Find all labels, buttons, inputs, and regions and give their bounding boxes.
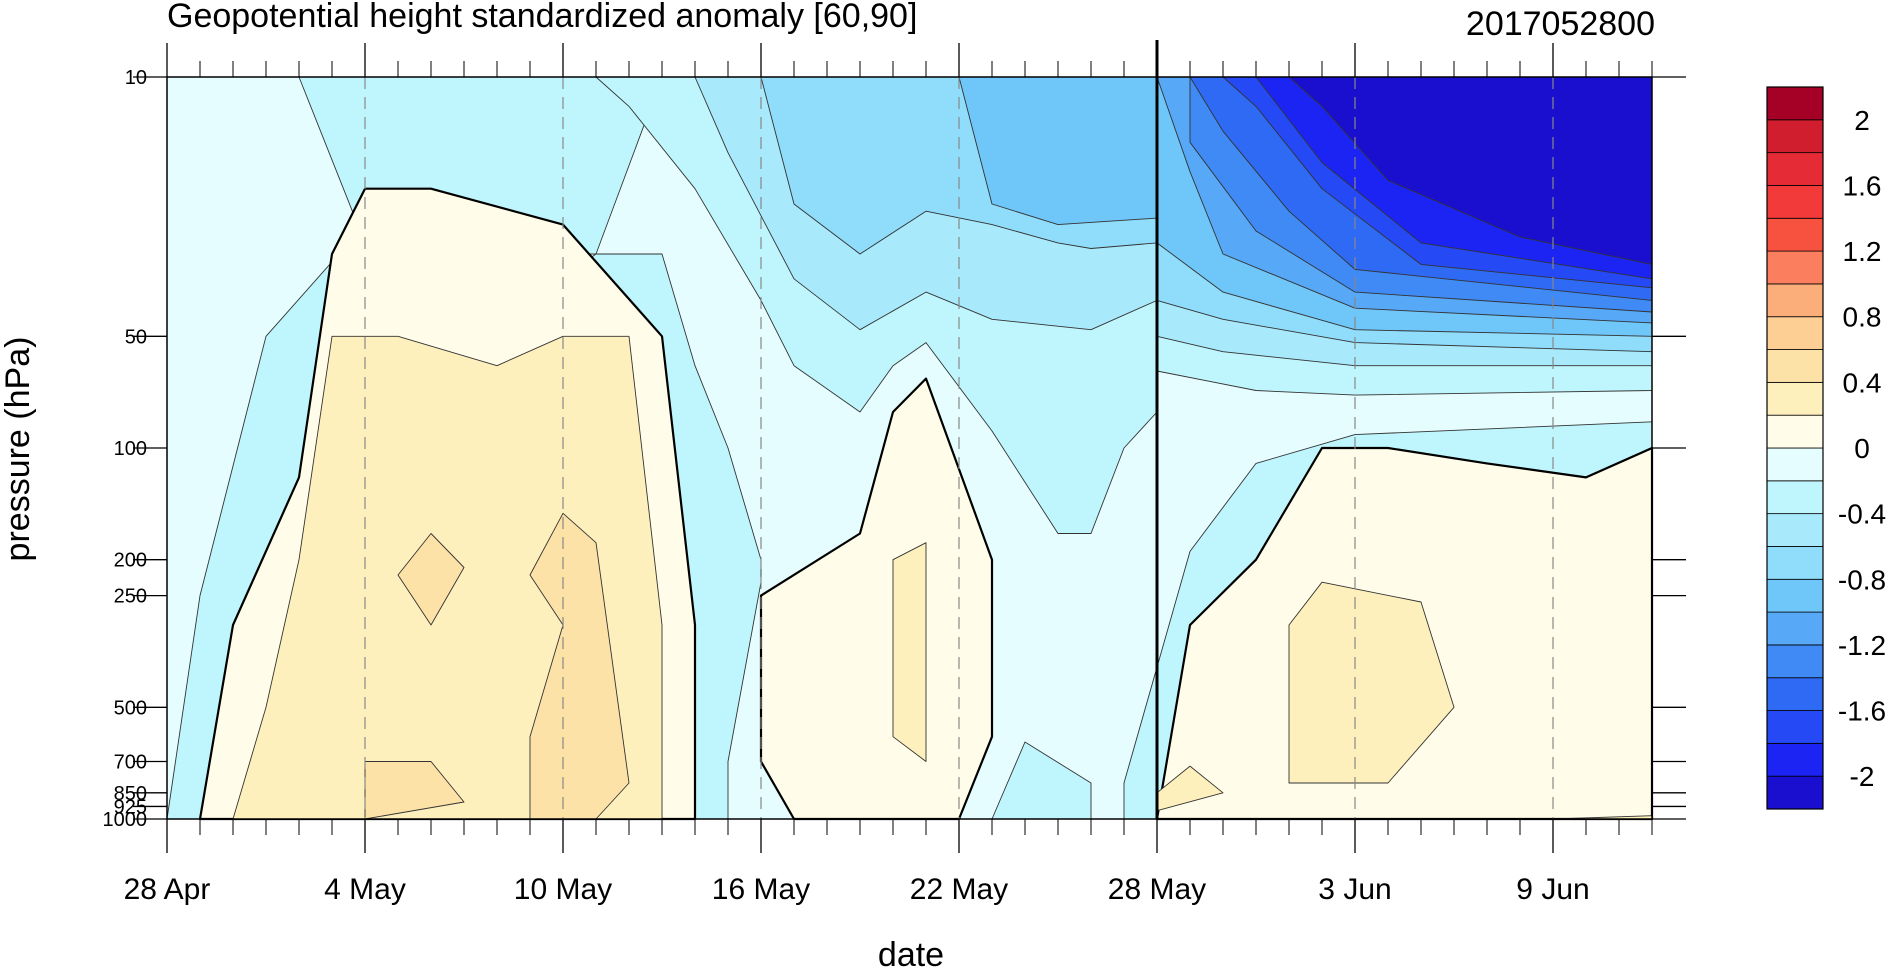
colorbar-bin-15 xyxy=(1766,283,1824,318)
x-tick-label: 10 May xyxy=(514,873,612,906)
colorbar-bin-4 xyxy=(1766,644,1824,679)
colorbar-label: 2 xyxy=(1854,105,1870,136)
y-tick-label: 850 xyxy=(114,783,147,805)
x-tick-label: 9 Jun xyxy=(1516,873,1589,906)
x-axis-label: date xyxy=(878,936,944,969)
colorbar-label: 1.2 xyxy=(1843,236,1882,267)
colorbar-label: 0.8 xyxy=(1843,302,1882,333)
colorbar-label: -2 xyxy=(1850,761,1875,792)
contour-fill-layer xyxy=(166,76,1654,821)
x-tick-label: 28 May xyxy=(1108,873,1206,906)
x-tick-label: 4 May xyxy=(324,873,406,906)
colorbar-bin-19 xyxy=(1766,152,1824,186)
colorbar-bin-21 xyxy=(1766,86,1824,121)
colorbar-bin-1 xyxy=(1766,742,1824,777)
colorbar-bin-16 xyxy=(1766,250,1824,285)
colorbar: 2 1.6 1.2 0.8 0.4 0 -0.4 -0.8 -1.2 -1.6 -2 xyxy=(1766,86,1886,810)
colorbar-label: -0.4 xyxy=(1838,499,1886,530)
colorbar-bin-2 xyxy=(1766,710,1824,744)
contour-region-6 xyxy=(1288,581,1455,784)
colorbar-bin-3 xyxy=(1766,677,1824,711)
chart-title: Geopotential height standardized anomaly… xyxy=(167,0,917,35)
y-tick-label: 700 xyxy=(114,752,147,774)
x-tick-label: 28 Apr xyxy=(124,873,211,906)
colorbar-frame xyxy=(1766,86,1824,810)
colorbar-bin-5 xyxy=(1766,611,1824,646)
colorbar-bin-8 xyxy=(1766,513,1824,547)
colorbar-bin-12 xyxy=(1766,381,1824,416)
colorbar-bin-6 xyxy=(1766,578,1824,613)
axes: 28 Apr 4 May 10 May 16 May 22 May 28 May 3 Jun… xyxy=(103,43,1686,906)
x-tick-label: 22 May xyxy=(910,873,1008,906)
colorbar-bin-11 xyxy=(1766,414,1824,449)
colorbar-bin-13 xyxy=(1766,349,1824,383)
contour-region-5 xyxy=(892,542,927,762)
colorbar-label: -0.8 xyxy=(1838,564,1886,595)
y-tick-label: 50 xyxy=(125,326,147,348)
colorbar-bin-9 xyxy=(1766,480,1824,515)
date-grid xyxy=(364,40,1554,819)
colorbar-bin-0 xyxy=(1766,775,1824,810)
colorbar-bin-7 xyxy=(1766,546,1824,580)
x-tick-label: 16 May xyxy=(712,873,810,906)
colorbar-bin-18 xyxy=(1766,185,1824,219)
colorbar-label: 0 xyxy=(1854,433,1870,464)
y-tick-label: 250 xyxy=(114,586,147,608)
colorbar-bin-20 xyxy=(1766,119,1824,154)
colorbar-label: -1.6 xyxy=(1838,696,1886,727)
colorbar-bin-17 xyxy=(1766,217,1824,252)
y-tick-label: 10 xyxy=(125,67,147,89)
colorbar-label: -1.2 xyxy=(1838,630,1886,661)
y-tick-label: 500 xyxy=(114,697,147,719)
colorbar-label: 1.6 xyxy=(1843,170,1882,201)
y-tick-label: 100 xyxy=(114,438,147,460)
x-tick-label: 3 Jun xyxy=(1318,873,1391,906)
contour-region-2 xyxy=(759,377,994,821)
colorbar-label: 0.4 xyxy=(1843,367,1882,398)
contour-region-8 xyxy=(397,533,465,626)
y-tick-label: 925 xyxy=(114,796,147,818)
colorbar-bin-10 xyxy=(1766,447,1824,482)
colorbar-bin-14 xyxy=(1766,316,1824,350)
y-tick-label: 1000 xyxy=(103,809,148,831)
y-axis-label: pressure (hPa) xyxy=(0,337,37,562)
y-tick-label: 200 xyxy=(114,550,147,572)
date-stamp: 2017052800 xyxy=(1466,5,1655,43)
